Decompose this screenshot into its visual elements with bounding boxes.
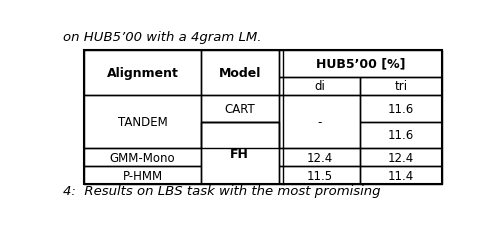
Text: HUB5’00 [%]: HUB5’00 [%] <box>315 58 404 70</box>
Text: 11.6: 11.6 <box>387 102 413 115</box>
Text: 11.4: 11.4 <box>387 169 413 182</box>
Text: P-HMM: P-HMM <box>122 169 162 182</box>
Text: CART: CART <box>224 102 255 115</box>
Bar <box>278 148 360 166</box>
Bar <box>278 96 360 148</box>
Bar <box>278 50 441 78</box>
Bar <box>360 122 441 148</box>
Text: 12.4: 12.4 <box>387 151 413 164</box>
Text: 4:  Results on LBS task with the most promising: 4: Results on LBS task with the most pro… <box>63 184 379 197</box>
Text: Alignment: Alignment <box>106 67 178 79</box>
Text: on HUB5’00 with a 4gram LM.: on HUB5’00 with a 4gram LM. <box>63 31 261 44</box>
Bar <box>360 78 441 96</box>
Bar <box>200 122 278 185</box>
Text: 11.6: 11.6 <box>387 129 413 142</box>
Bar <box>84 166 200 185</box>
Bar <box>360 148 441 166</box>
Text: di: di <box>314 80 324 93</box>
Text: TANDEM: TANDEM <box>117 116 167 128</box>
Text: -: - <box>317 116 321 128</box>
Bar <box>84 148 200 166</box>
Bar <box>84 50 441 185</box>
Bar <box>360 166 441 185</box>
Text: 11.5: 11.5 <box>306 169 332 182</box>
Bar <box>84 50 200 96</box>
Bar <box>360 96 441 122</box>
Text: GMM-Mono: GMM-Mono <box>110 151 175 164</box>
Bar <box>200 50 278 96</box>
Text: tri: tri <box>394 80 407 93</box>
Bar <box>200 122 278 148</box>
Text: Model: Model <box>218 67 261 79</box>
Bar <box>278 166 360 185</box>
Text: 12.4: 12.4 <box>306 151 332 164</box>
Text: FH: FH <box>230 147 248 160</box>
Bar <box>200 96 278 122</box>
Bar <box>278 78 360 96</box>
Bar <box>84 96 200 148</box>
